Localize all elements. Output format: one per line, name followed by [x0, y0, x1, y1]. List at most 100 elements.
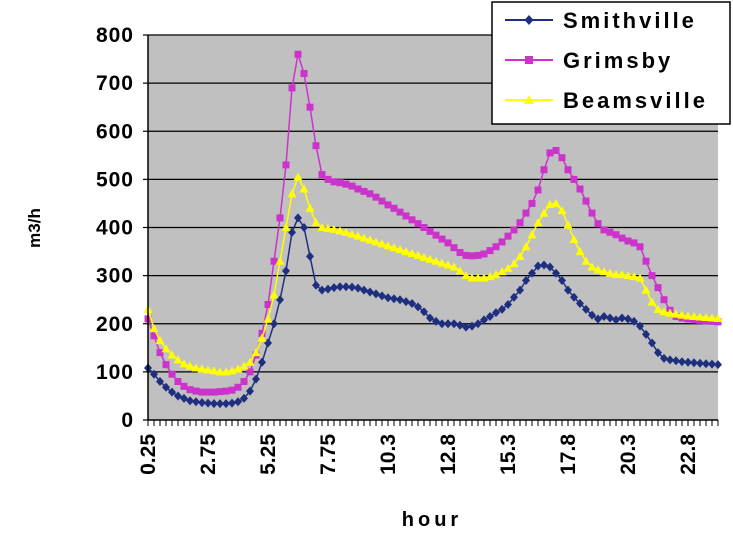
data-point: [264, 338, 272, 348]
data-point: [204, 388, 212, 396]
data-point: [510, 292, 518, 302]
data-point: [276, 295, 284, 305]
data-point: [360, 285, 368, 295]
data-point: [210, 388, 218, 396]
data-point: [198, 388, 206, 396]
data-point: [683, 311, 693, 320]
data-point: [618, 313, 626, 323]
data-point: [659, 307, 669, 316]
data-point: [654, 284, 662, 292]
data-point: [431, 256, 441, 265]
data-point: [354, 283, 362, 293]
data-point: [581, 256, 591, 265]
data-point: [713, 313, 723, 322]
data-point: [653, 304, 663, 313]
data-point: [384, 201, 392, 209]
data-point: [282, 161, 290, 169]
data-point: [299, 184, 309, 193]
series-layer: [143, 50, 723, 409]
data-point: [690, 358, 698, 368]
data-point: [161, 344, 171, 353]
data-point: [558, 275, 566, 285]
data-point: [414, 302, 422, 312]
data-point: [420, 307, 428, 317]
data-point: [707, 313, 717, 322]
data-point: [263, 314, 273, 323]
data-point: [606, 228, 614, 236]
data-point: [612, 231, 620, 239]
data-point: [378, 291, 386, 301]
y-tick-label: 600: [96, 120, 134, 143]
data-point: [444, 239, 452, 247]
data-point: [390, 204, 398, 212]
data-point: [701, 312, 711, 321]
data-point: [281, 223, 291, 231]
data-point: [246, 368, 254, 376]
data-point: [474, 251, 482, 259]
data-point: [576, 299, 584, 309]
data-point: [191, 363, 201, 372]
data-point: [426, 313, 434, 323]
data-point: [575, 247, 585, 256]
y-tick-label: 0: [121, 409, 134, 432]
data-point: [294, 50, 302, 58]
data-point: [366, 287, 374, 297]
data-point: [516, 285, 524, 295]
data-point: [540, 166, 548, 174]
data-point: [696, 358, 704, 368]
data-point: [576, 185, 584, 193]
data-point: [197, 364, 207, 373]
data-point: [414, 220, 422, 228]
data-point: [666, 355, 674, 365]
data-point: [689, 312, 699, 321]
y-tick-label: 800: [96, 24, 134, 47]
data-point: [468, 252, 476, 260]
data-point: [636, 321, 644, 331]
legend-marker: [524, 15, 534, 25]
data-point: [654, 348, 662, 358]
data-point: [641, 285, 651, 294]
legend-item-grimsby: Grimsby: [505, 48, 670, 73]
data-point: [618, 234, 626, 242]
data-point: [300, 70, 308, 77]
data-point: [461, 271, 471, 280]
data-point: [702, 359, 710, 369]
data-point: [312, 280, 320, 290]
data-point: [588, 209, 596, 217]
data-point: [624, 237, 632, 245]
data-point: [491, 270, 501, 279]
data-point: [330, 283, 338, 293]
data-point: [329, 224, 339, 233]
data-point: [174, 391, 182, 401]
y-axis-label: m3/h: [25, 208, 44, 248]
data-point: [443, 260, 453, 269]
data-point: [492, 243, 500, 251]
data-point: [695, 312, 705, 321]
legend-item-smithville: Smithville: [505, 8, 694, 33]
data-point: [612, 315, 620, 325]
data-point: [233, 364, 243, 373]
x-tick-label: 2.75: [197, 434, 220, 475]
data-point: [630, 239, 638, 247]
y-tick-label: 200: [96, 313, 134, 336]
data-point: [155, 336, 165, 345]
data-point: [438, 319, 446, 329]
x-tick-label: 12.8: [437, 434, 460, 475]
data-point: [642, 257, 650, 265]
data-point: [348, 182, 356, 190]
data-point: [209, 366, 219, 375]
data-point: [270, 319, 278, 329]
data-point: [323, 223, 333, 232]
data-point: [672, 356, 680, 366]
data-point: [599, 267, 609, 276]
data-point: [557, 206, 567, 215]
data-point: [347, 229, 357, 238]
data-point: [570, 175, 578, 183]
data-point: [312, 142, 320, 150]
data-point: [677, 310, 687, 319]
data-point: [203, 365, 213, 374]
data-point: [156, 349, 164, 357]
data-point: [330, 178, 338, 186]
data-point: [642, 329, 650, 339]
